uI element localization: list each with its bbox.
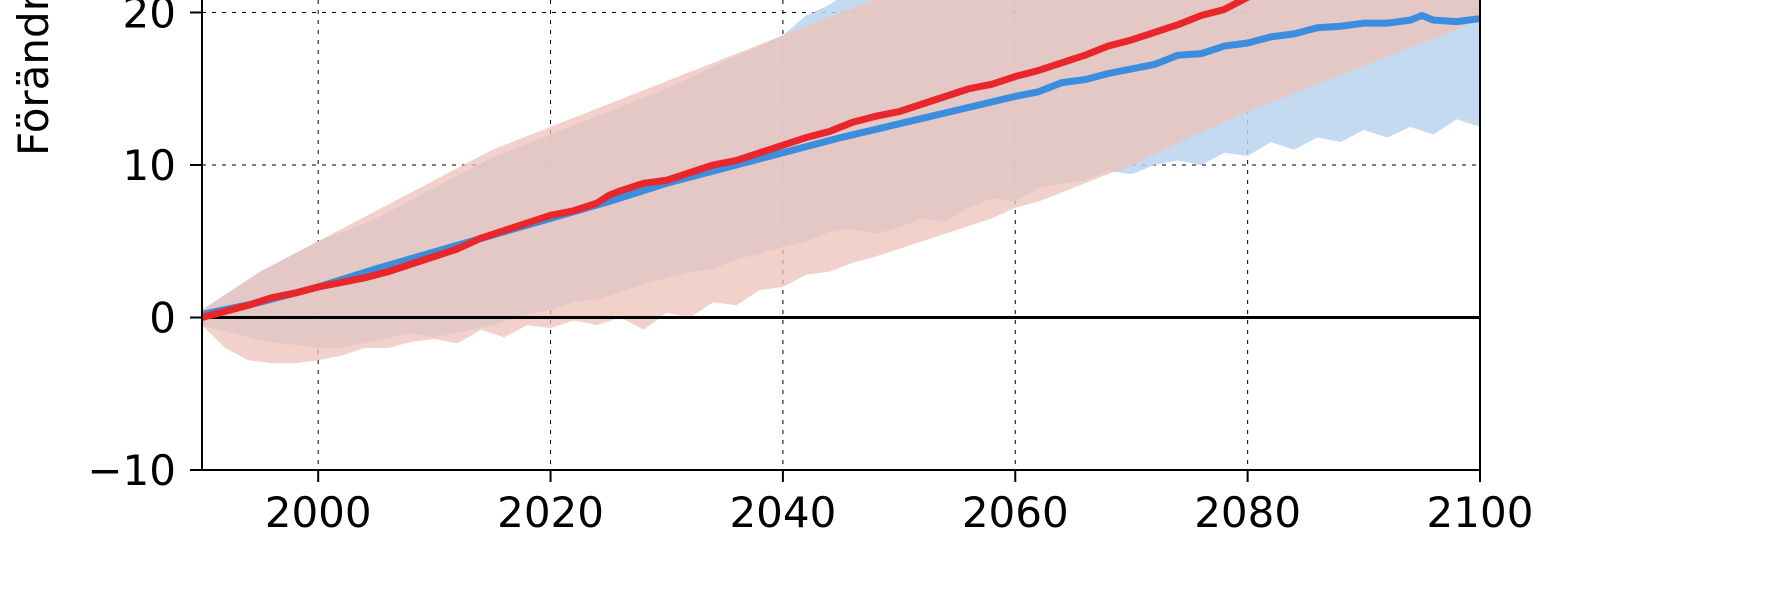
y-tick-label: 20 xyxy=(123,0,176,38)
x-tick-label: 2100 xyxy=(1427,488,1534,537)
x-tick-label: 2000 xyxy=(265,488,372,537)
x-tick-label: 2080 xyxy=(1194,488,1301,537)
x-tick-label: 2060 xyxy=(962,488,1069,537)
y-axis-title: Förändr xyxy=(9,0,58,156)
chart-svg: 2000 2020 2040 2060 2080 2100 −10 0 10 20 Förändr xyxy=(0,0,1766,590)
y-tick-label: 0 xyxy=(149,294,176,343)
y-tick-label: 10 xyxy=(123,141,176,190)
climate-chart: 2000 2020 2040 2060 2080 2100 −10 0 10 20 Förändr xyxy=(0,0,1766,590)
x-tick-label: 2040 xyxy=(729,488,836,537)
x-tick-label: 2020 xyxy=(497,488,604,537)
y-tick-label: −10 xyxy=(87,446,176,495)
